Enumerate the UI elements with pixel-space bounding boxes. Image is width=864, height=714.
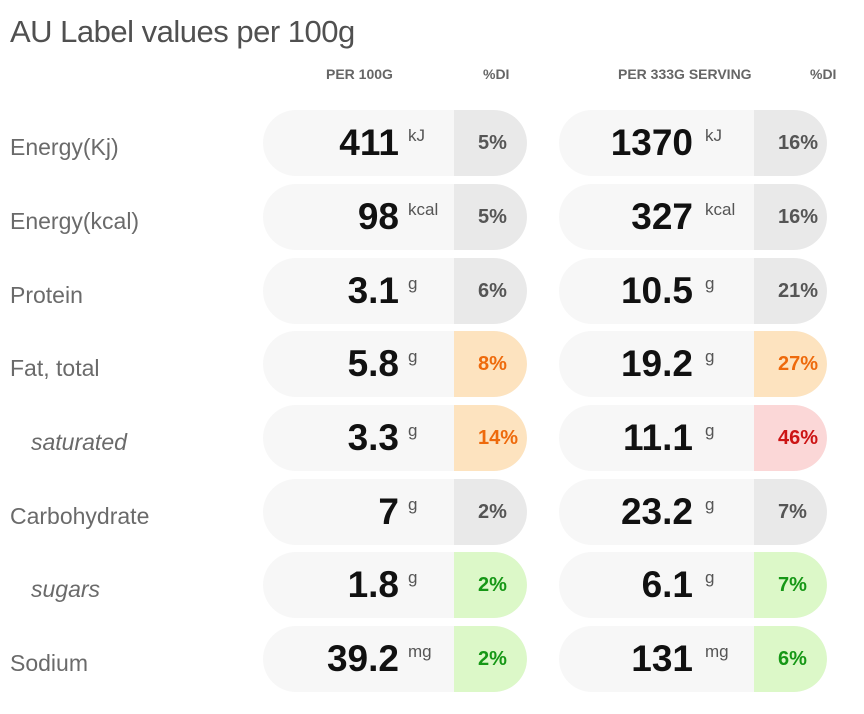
header-di-100g: %DI xyxy=(483,66,510,82)
per-100g-cell: 98 kcal 5% xyxy=(263,184,527,250)
nutrient-label: Fat, total xyxy=(10,355,100,381)
per-100g-di: 2% xyxy=(454,479,527,545)
per-serving-di: 16% xyxy=(754,184,827,250)
per-serving-value: 6.1 xyxy=(641,564,693,605)
per-100g-cell: 39.2 mg 2% xyxy=(263,626,527,692)
header-di-serving: %DI xyxy=(810,66,837,82)
per-serving-value: 131 xyxy=(631,638,693,679)
per-serving-value: 327 xyxy=(631,196,693,237)
table-row: Sodium 39.2 mg 2% 131 mg 6% xyxy=(0,626,864,692)
per-serving-cell: 327 kcal 16% xyxy=(559,184,827,250)
per-100g-value: 7 xyxy=(378,491,399,532)
per-100g-cell: 1.8 g 2% xyxy=(263,552,527,618)
header-per-100g: PER 100G xyxy=(326,66,393,82)
table-row: sugars 1.8 g 2% 6.1 g 7% xyxy=(0,552,864,618)
per-100g-di: 8% xyxy=(454,331,527,397)
nutrient-label: Protein xyxy=(10,282,83,308)
per-serving-unit: g xyxy=(705,568,715,587)
table-row: Fat, total 5.8 g 8% 19.2 g 27% xyxy=(0,331,864,397)
nutrient-label: Carbohydrate xyxy=(10,503,150,529)
nutrient-label: Energy(Kj) xyxy=(10,134,119,160)
per-100g-unit: kcal xyxy=(408,200,439,219)
per-serving-di: 27% xyxy=(754,331,827,397)
per-serving-cell: 1370 kJ 16% xyxy=(559,110,827,176)
nutrient-label: Sodium xyxy=(10,650,88,676)
per-100g-value: 3.3 xyxy=(347,417,399,458)
nutrient-label: saturated xyxy=(31,429,127,455)
per-serving-value: 1370 xyxy=(610,122,693,163)
per-100g-cell: 411 kJ 5% xyxy=(263,110,527,176)
per-100g-unit: g xyxy=(408,421,418,440)
per-serving-cell: 6.1 g 7% xyxy=(559,552,827,618)
per-100g-di: 5% xyxy=(454,110,527,176)
per-100g-di: 2% xyxy=(454,552,527,618)
per-100g-value: 5.8 xyxy=(347,343,399,384)
per-serving-di: 46% xyxy=(754,405,827,471)
per-serving-value: 23.2 xyxy=(620,491,693,532)
per-100g-value: 39.2 xyxy=(326,638,399,679)
per-serving-di: 6% xyxy=(754,626,827,692)
per-100g-di: 2% xyxy=(454,626,527,692)
per-serving-di: 21% xyxy=(754,258,827,324)
per-100g-value: 98 xyxy=(357,196,399,237)
per-serving-value: 11.1 xyxy=(623,417,693,458)
page-title: AU Label values per 100g xyxy=(10,14,355,49)
nutrient-label: Energy(kcal) xyxy=(10,208,140,234)
table-row: Carbohydrate 7 g 2% 23.2 g 7% xyxy=(0,479,864,545)
per-serving-unit: g xyxy=(705,274,715,293)
per-serving-cell: 131 mg 6% xyxy=(559,626,827,692)
table-row: Protein 3.1 g 6% 10.5 g 21% xyxy=(0,258,864,324)
per-serving-cell: 23.2 g 7% xyxy=(559,479,827,545)
per-100g-cell: 5.8 g 8% xyxy=(263,331,527,397)
per-serving-di: 7% xyxy=(754,479,827,545)
per-100g-di: 6% xyxy=(454,258,527,324)
per-100g-unit: mg xyxy=(408,642,432,661)
per-100g-unit: g xyxy=(408,347,418,366)
per-100g-unit: kJ xyxy=(408,126,425,145)
per-serving-cell: 11.1 g 46% xyxy=(559,405,827,471)
per-serving-unit: mg xyxy=(705,642,729,661)
per-100g-di: 5% xyxy=(454,184,527,250)
per-serving-di: 7% xyxy=(754,552,827,618)
per-serving-value: 19.2 xyxy=(620,343,693,384)
per-100g-di: 14% xyxy=(454,405,527,471)
table-row: saturated 3.3 g 14% 11.1 g 46% xyxy=(0,405,864,471)
per-100g-unit: g xyxy=(408,274,418,293)
nutrient-label: sugars xyxy=(31,576,101,602)
per-serving-cell: 19.2 g 27% xyxy=(559,331,827,397)
per-serving-unit: kJ xyxy=(705,126,722,145)
table-row: Energy(kcal) 98 kcal 5% 327 kcal 16% xyxy=(0,184,864,250)
per-serving-unit: g xyxy=(705,421,715,440)
per-100g-value: 411 xyxy=(339,122,399,163)
per-100g-unit: g xyxy=(408,568,418,587)
header-per-serving: PER 333G SERVING xyxy=(618,66,752,82)
per-100g-cell: 3.1 g 6% xyxy=(263,258,527,324)
per-serving-value: 10.5 xyxy=(620,270,693,311)
per-100g-cell: 7 g 2% xyxy=(263,479,527,545)
per-100g-unit: g xyxy=(408,495,418,514)
per-serving-unit: g xyxy=(705,495,715,514)
per-100g-cell: 3.3 g 14% xyxy=(263,405,527,471)
table-row: Energy(Kj) 411 kJ 5% 1370 kJ 16% xyxy=(0,110,864,176)
per-100g-value: 1.8 xyxy=(347,564,399,605)
per-100g-value: 3.1 xyxy=(347,270,399,311)
per-serving-cell: 10.5 g 21% xyxy=(559,258,827,324)
per-serving-unit: kcal xyxy=(705,200,736,219)
per-serving-di: 16% xyxy=(754,110,827,176)
per-serving-unit: g xyxy=(705,347,715,366)
